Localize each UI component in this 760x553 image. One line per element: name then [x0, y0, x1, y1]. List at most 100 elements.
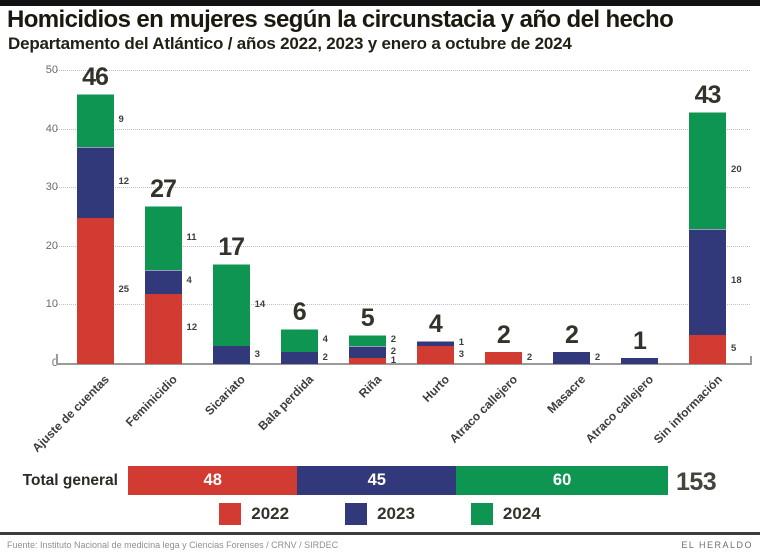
bar-segment-2022: [484, 352, 522, 364]
bar-segment-2023: [416, 340, 454, 347]
legend-swatch-2022: [219, 503, 242, 525]
total-segment-2023: 45: [297, 466, 457, 495]
bar-segment-2023: [348, 346, 386, 359]
bar-segment-2024: [348, 334, 386, 347]
bar-segment-2022: [144, 293, 182, 364]
legend-label: 2024: [502, 504, 541, 523]
legend-item-2023: 2023: [345, 503, 415, 525]
legend-label: 2023: [377, 504, 415, 523]
credit-text: EL HERALDO: [681, 540, 753, 550]
y-axis-tick-50: 50: [45, 64, 58, 76]
x-axis-line: [56, 363, 752, 365]
bar-total-label: 43: [694, 81, 722, 110]
bar-segment-2024: [144, 205, 182, 271]
segment-value-label: 3: [458, 348, 465, 360]
bar-segment-2022: [76, 217, 114, 364]
bar-segment-2024: [689, 112, 727, 230]
bar-segment-2023: [144, 270, 182, 294]
bar-total-label: 5: [360, 303, 375, 332]
segment-value-label: 3: [254, 348, 260, 360]
x-axis-label: Sin información: [650, 372, 725, 447]
segment-value-label: 18: [731, 275, 742, 287]
gridline-40: [56, 128, 750, 130]
segment-value-label: 14: [254, 298, 266, 310]
gridline-50: [56, 70, 750, 71]
plot-area: 0 10 20 30 40 50 25 12 9 46 Ajuste de cuentas 12 4 11…: [30, 64, 752, 455]
segment-value-label: 4: [186, 275, 192, 287]
axis-corner-tick: [56, 354, 58, 364]
segment-value-label: 4: [322, 334, 328, 346]
chart-title: Homicidios en mujeres según la circunsta…: [7, 6, 674, 33]
bar-segment-2022: [416, 346, 454, 364]
source-text: Fuente: Instituto Nacional de medicina l…: [7, 540, 339, 550]
segment-value-label: 12: [186, 322, 198, 334]
segment-value-label: 9: [118, 114, 124, 126]
bar-total-label: 1: [633, 327, 647, 356]
total-general-bar: 48 45 60: [128, 466, 668, 495]
legend-item-2022: 2022: [219, 503, 289, 525]
footer-rule: [0, 532, 760, 535]
legend: 2022 2023 2024: [0, 503, 760, 525]
segment-value-label: 2: [390, 334, 397, 346]
bar-segment-2023: [280, 352, 318, 364]
bar-segment-2023: [76, 147, 114, 218]
bar-segment-2023: [689, 229, 727, 335]
segment-value-label: 20: [731, 164, 742, 176]
x-axis-label: Feminicidio: [123, 372, 181, 430]
bar-segment-2022: [348, 358, 386, 364]
y-axis-tick-30: 30: [45, 181, 58, 194]
total-segment-2022: 48: [128, 466, 298, 495]
segment-value-label: 12: [118, 175, 130, 187]
segment-value-label: 2: [390, 345, 397, 357]
segment-value-label: 2: [526, 351, 533, 363]
bar-segment-2023: [552, 352, 590, 364]
segment-value-label: 2: [322, 351, 328, 363]
chart-subtitle: Departamento del Atlántico / años 2022, …: [8, 34, 572, 53]
bar-total-label: 4: [428, 309, 443, 338]
total-general-label: Total general: [22, 472, 118, 489]
bar-segment-2023: [212, 346, 250, 364]
bar-total-label: 17: [218, 233, 245, 262]
segment-value-label: 1: [390, 354, 397, 366]
segment-value-label: 2: [594, 351, 601, 363]
x-axis-label: Sicariato: [202, 372, 249, 419]
x-axis-label: Atraco callejero: [446, 372, 521, 446]
total-general-row: Total general 48 45 60 153: [0, 466, 760, 496]
bar-total-label: 6: [292, 297, 307, 326]
x-axis-label: Atraco callejero: [583, 372, 657, 446]
segment-value-label: 5: [731, 342, 737, 354]
axis-end-tick: [750, 356, 752, 364]
legend-item-2024: 2024: [470, 503, 541, 525]
segment-value-label: 1: [458, 337, 465, 348]
bar-segment-2024: [212, 264, 250, 347]
bar-total-label: 2: [496, 321, 511, 350]
bar-segment-2024: [76, 94, 114, 148]
legend-swatch-2024: [470, 503, 493, 525]
gridline-20: [56, 245, 750, 247]
gridline-30: [56, 187, 750, 189]
bar-total-label: 27: [150, 174, 177, 203]
x-axis-label: Masacre: [544, 372, 589, 417]
y-axis-tick-10: 10: [45, 298, 58, 311]
x-axis-label: Hurto: [419, 372, 453, 405]
x-axis-label: Riña: [356, 372, 385, 401]
legend-label: 2022: [251, 504, 290, 523]
x-axis-label: Ajuste de cuentas: [29, 372, 113, 455]
y-axis-tick-0: 0: [51, 357, 58, 369]
y-axis-tick-40: 40: [45, 122, 58, 135]
segment-value-label: 11: [186, 231, 197, 243]
legend-swatch-2023: [345, 503, 368, 525]
bar-segment-2022: [689, 334, 727, 364]
top-rule: [0, 0, 760, 6]
segment-value-label: 25: [118, 284, 130, 296]
bar-total-label: 46: [82, 63, 109, 92]
y-axis-tick-20: 20: [45, 239, 58, 252]
grand-total-value: 153: [676, 468, 717, 496]
x-axis-label: Bala perdida: [255, 372, 317, 434]
bar-segment-2023: [620, 358, 658, 364]
total-segment-2024: 60: [456, 466, 668, 495]
bar-segment-2024: [280, 328, 318, 353]
bar-total-label: 2: [564, 321, 579, 350]
gridline-10: [56, 304, 750, 306]
